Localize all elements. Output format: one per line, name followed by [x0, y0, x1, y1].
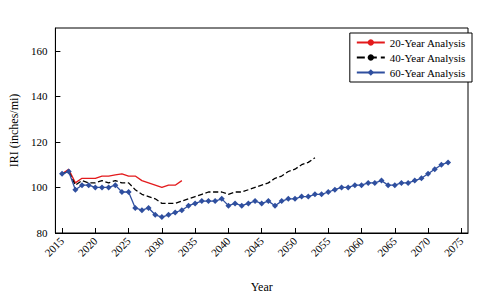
svg-text:2030: 2030 — [142, 234, 166, 258]
svg-text:2045: 2045 — [242, 234, 266, 258]
svg-text:2065: 2065 — [375, 234, 399, 258]
svg-text:2040: 2040 — [209, 234, 233, 258]
svg-text:60-Year Analysis: 60-Year Analysis — [390, 67, 466, 79]
svg-text:2035: 2035 — [175, 234, 199, 258]
svg-text:2020: 2020 — [76, 234, 100, 258]
svg-text:Year: Year — [251, 280, 273, 294]
svg-text:2055: 2055 — [308, 234, 332, 258]
svg-text:2050: 2050 — [275, 234, 299, 258]
svg-text:2025: 2025 — [109, 234, 133, 258]
svg-text:2060: 2060 — [342, 234, 366, 258]
svg-text:2015: 2015 — [42, 234, 66, 258]
svg-text:2075: 2075 — [442, 234, 466, 258]
svg-text:40-Year Analysis: 40-Year Analysis — [390, 52, 466, 64]
svg-text:20-Year Analysis: 20-Year Analysis — [390, 37, 466, 49]
svg-text:IRI (inches/mi): IRI (inches/mi) — [7, 94, 21, 168]
svg-text:160: 160 — [31, 45, 48, 57]
svg-text:2070: 2070 — [408, 234, 432, 258]
svg-text:140: 140 — [31, 90, 48, 102]
svg-text:80: 80 — [36, 227, 48, 239]
svg-text:100: 100 — [31, 181, 48, 193]
svg-text:120: 120 — [31, 136, 48, 148]
